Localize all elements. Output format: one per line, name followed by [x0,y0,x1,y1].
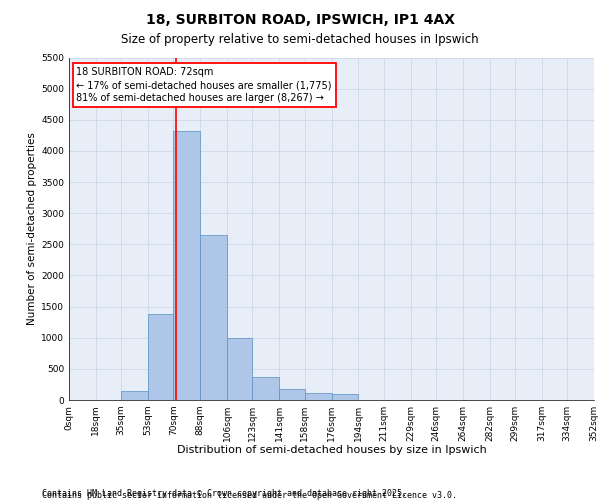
Text: Contains HM Land Registry data © Crown copyright and database right 2025.: Contains HM Land Registry data © Crown c… [42,488,407,498]
Text: Size of property relative to semi-detached houses in Ipswich: Size of property relative to semi-detach… [121,32,479,46]
Bar [253,376,279,400]
Bar [227,338,253,400]
Bar [331,394,358,400]
Bar [173,130,200,400]
Bar [121,390,148,400]
Y-axis label: Number of semi-detached properties: Number of semi-detached properties [27,132,37,325]
Bar [200,235,227,400]
Bar [279,389,305,400]
Text: 18, SURBITON ROAD, IPSWICH, IP1 4AX: 18, SURBITON ROAD, IPSWICH, IP1 4AX [146,12,455,26]
Text: Contains public sector information licensed under the Open Government Licence v3: Contains public sector information licen… [42,491,457,500]
Bar [305,393,332,400]
X-axis label: Distribution of semi-detached houses by size in Ipswich: Distribution of semi-detached houses by … [176,446,487,456]
Bar [148,314,173,400]
Text: 18 SURBITON ROAD: 72sqm
← 17% of semi-detached houses are smaller (1,775)
81% of: 18 SURBITON ROAD: 72sqm ← 17% of semi-de… [76,67,332,103]
